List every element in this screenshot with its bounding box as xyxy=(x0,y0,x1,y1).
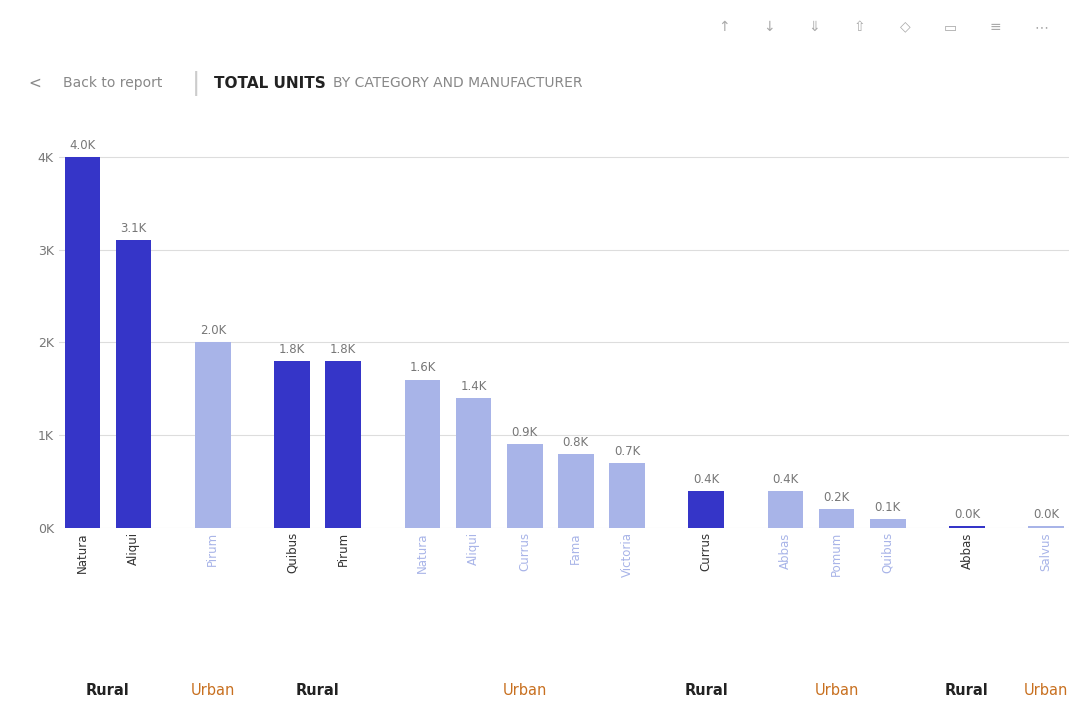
Text: Urban: Urban xyxy=(814,683,859,698)
Text: ▭: ▭ xyxy=(944,20,957,34)
Text: Urban: Urban xyxy=(502,683,546,698)
Bar xyxy=(456,398,491,528)
Bar xyxy=(405,379,441,528)
Text: 0.9K: 0.9K xyxy=(512,427,538,439)
Bar xyxy=(194,342,231,528)
Text: ◇: ◇ xyxy=(900,20,910,34)
Text: Rural: Rural xyxy=(945,683,989,698)
Bar xyxy=(949,526,985,528)
Text: Urban: Urban xyxy=(1024,683,1068,698)
Bar xyxy=(688,491,724,528)
Text: Urban: Urban xyxy=(190,683,235,698)
Text: BY CATEGORY AND MANUFACTURER: BY CATEGORY AND MANUFACTURER xyxy=(333,76,582,90)
Text: 0.2K: 0.2K xyxy=(823,491,850,504)
Bar xyxy=(1028,526,1064,528)
Bar xyxy=(65,157,100,528)
Bar xyxy=(507,444,542,528)
Bar xyxy=(768,491,804,528)
Text: 0.8K: 0.8K xyxy=(563,436,589,448)
Text: ↑: ↑ xyxy=(718,20,729,34)
Text: 4.0K: 4.0K xyxy=(69,139,95,151)
Bar xyxy=(869,519,906,528)
Text: 0.0K: 0.0K xyxy=(954,508,980,521)
Text: 2.0K: 2.0K xyxy=(200,325,226,337)
Text: 1.8K: 1.8K xyxy=(330,343,356,356)
Text: |: | xyxy=(192,70,201,96)
Text: TOTAL UNITS: TOTAL UNITS xyxy=(214,75,325,91)
Text: 0.7K: 0.7K xyxy=(613,445,640,458)
Text: 3.1K: 3.1K xyxy=(120,222,147,235)
Bar xyxy=(325,361,361,528)
Text: Back to report: Back to report xyxy=(63,76,162,90)
Bar xyxy=(819,510,854,528)
Bar xyxy=(274,361,310,528)
Bar xyxy=(609,463,645,528)
Bar xyxy=(116,240,151,528)
Text: ≡: ≡ xyxy=(990,20,1001,34)
Text: 1.8K: 1.8K xyxy=(279,343,306,356)
Text: Rural: Rural xyxy=(685,683,728,698)
Text: Rural: Rural xyxy=(86,683,130,698)
Text: <: < xyxy=(28,75,41,91)
Text: ⇓: ⇓ xyxy=(809,20,820,34)
Text: 0.1K: 0.1K xyxy=(875,501,901,514)
Text: 1.6K: 1.6K xyxy=(409,361,435,375)
Text: ↓: ↓ xyxy=(764,20,774,34)
Text: 0.0K: 0.0K xyxy=(1034,508,1059,521)
Text: 1.4K: 1.4K xyxy=(460,380,487,393)
Text: 0.4K: 0.4K xyxy=(693,473,719,486)
Text: ⋯: ⋯ xyxy=(1035,20,1048,34)
Bar xyxy=(558,454,594,528)
Text: 0.4K: 0.4K xyxy=(772,473,798,486)
Text: ⇧: ⇧ xyxy=(854,20,865,34)
Text: Rural: Rural xyxy=(296,683,339,698)
